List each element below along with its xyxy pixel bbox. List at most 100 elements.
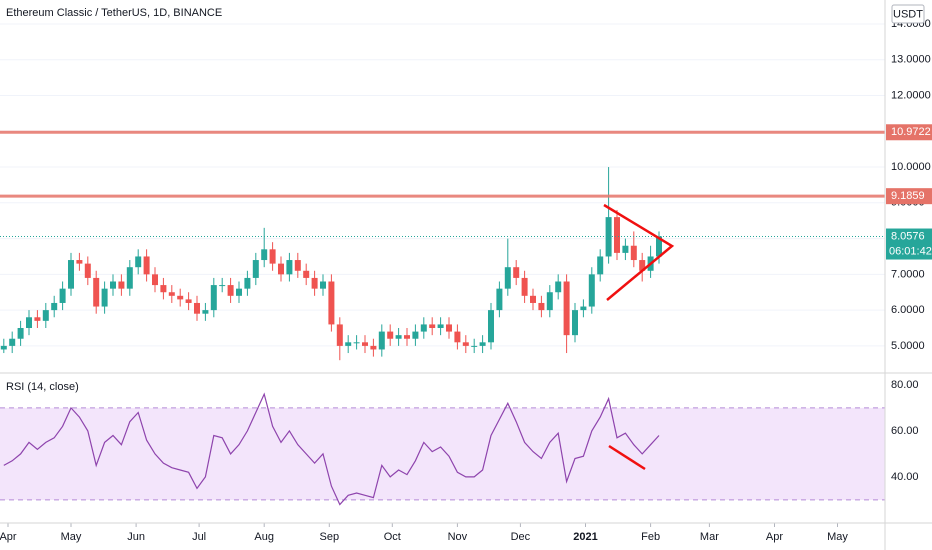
level-label: 9.1859 (891, 190, 925, 202)
candle-body (42, 310, 49, 321)
candle-body (168, 292, 175, 296)
candle-body (202, 310, 209, 314)
candle-body (622, 245, 629, 253)
rsi-title: RSI (14, close) (6, 381, 79, 393)
candle-body (59, 288, 66, 303)
candle-body (135, 256, 142, 268)
currency-badge[interactable] (891, 4, 925, 24)
candle-body (471, 345, 478, 347)
candle-body (110, 281, 117, 289)
candle-body (504, 267, 511, 289)
level-badge (886, 124, 932, 141)
candle-body (403, 335, 410, 339)
candle-body (303, 270, 310, 278)
candle-body (395, 335, 402, 339)
x-tick-label: Dec (511, 531, 531, 543)
candle-body (236, 288, 243, 296)
x-tick-label: Apr (766, 531, 783, 543)
candle-body (68, 260, 75, 289)
x-tick-label: May (827, 531, 848, 543)
candle-body (93, 277, 100, 307)
candle-body (420, 324, 427, 332)
candle-body (513, 267, 520, 278)
x-tick-label: Feb (641, 531, 660, 543)
candle-body (185, 299, 192, 303)
candle-body (26, 317, 33, 329)
candle-body (311, 277, 318, 289)
candle-body (370, 345, 377, 350)
candle-body (655, 236, 662, 257)
candle-body (0, 345, 7, 350)
y-tick-label: 10.0000 (891, 161, 931, 173)
candle-body (445, 324, 452, 332)
candle-body (319, 281, 326, 289)
x-tick-label: 2021 (573, 531, 597, 543)
candle-body (546, 292, 553, 311)
candle-body (210, 285, 217, 311)
rsi-trend-drawing (608, 444, 646, 471)
y-tick-label: 5.0000 (891, 340, 925, 352)
x-tick-label: Jul (192, 531, 206, 543)
y-tick-label: 7.0000 (891, 268, 925, 280)
candle-body (563, 281, 570, 336)
y-tick-label: 40.00 (891, 471, 919, 483)
candle-body (328, 281, 335, 325)
x-tick-label: Mar (700, 531, 719, 543)
candle-body (479, 342, 486, 346)
x-tick-label: May (61, 531, 82, 543)
candle-body (597, 256, 604, 275)
candle-body (378, 331, 385, 350)
candle-body (639, 260, 646, 271)
candle-body (580, 306, 587, 311)
candle-body (571, 310, 578, 336)
countdown-label: 06:01:42 (889, 245, 932, 257)
candle-body (278, 263, 285, 275)
candle-body (487, 310, 494, 343)
candle-body (605, 217, 612, 257)
candle-body (84, 263, 91, 278)
y-tick-label: 6.0000 (891, 304, 925, 316)
candle-body (244, 277, 251, 289)
candle-body (143, 256, 150, 275)
candle-body (252, 260, 259, 278)
candle-body (194, 302, 201, 314)
rsi-band (0, 407, 885, 500)
candle-body (219, 285, 226, 287)
candle-body (529, 295, 536, 303)
last-price-label: 8.0576 (891, 230, 925, 242)
triangle-drawing (603, 203, 675, 301)
candle-body (51, 302, 58, 311)
candle-body (126, 267, 133, 289)
candle-body (630, 245, 637, 261)
candle-body (34, 317, 41, 321)
x-tick-label: Sep (320, 531, 340, 543)
candle-body (521, 277, 528, 296)
y-tick-label: 13.0000 (891, 54, 931, 66)
candle-body (345, 342, 352, 346)
candle-body (454, 331, 461, 343)
y-tick-label: 80.00 (891, 379, 919, 391)
candle-body (412, 331, 419, 339)
candle-body (227, 285, 234, 296)
candle-body (160, 285, 167, 293)
candle-body (336, 324, 343, 346)
x-tick-label: Aug (254, 531, 274, 543)
y-tick-label: 12.0000 (891, 89, 931, 101)
last-price-badge (886, 228, 932, 260)
candle-body (387, 331, 394, 339)
candle-body (261, 249, 268, 261)
candle-body (17, 328, 24, 339)
chart-title: Ethereum Classic / TetherUS, 1D, BINANCE (6, 7, 222, 19)
level-badge (886, 188, 932, 205)
candle-body (76, 260, 83, 264)
x-tick-label: Apr (0, 531, 17, 543)
candle-body (496, 288, 503, 311)
candle-body (286, 260, 293, 275)
candle-body (152, 274, 159, 286)
candle-body (588, 274, 595, 307)
candle-body (462, 342, 469, 346)
x-tick-label: Nov (448, 531, 468, 543)
x-tick-label: Oct (384, 531, 401, 543)
candle-body (361, 342, 368, 346)
